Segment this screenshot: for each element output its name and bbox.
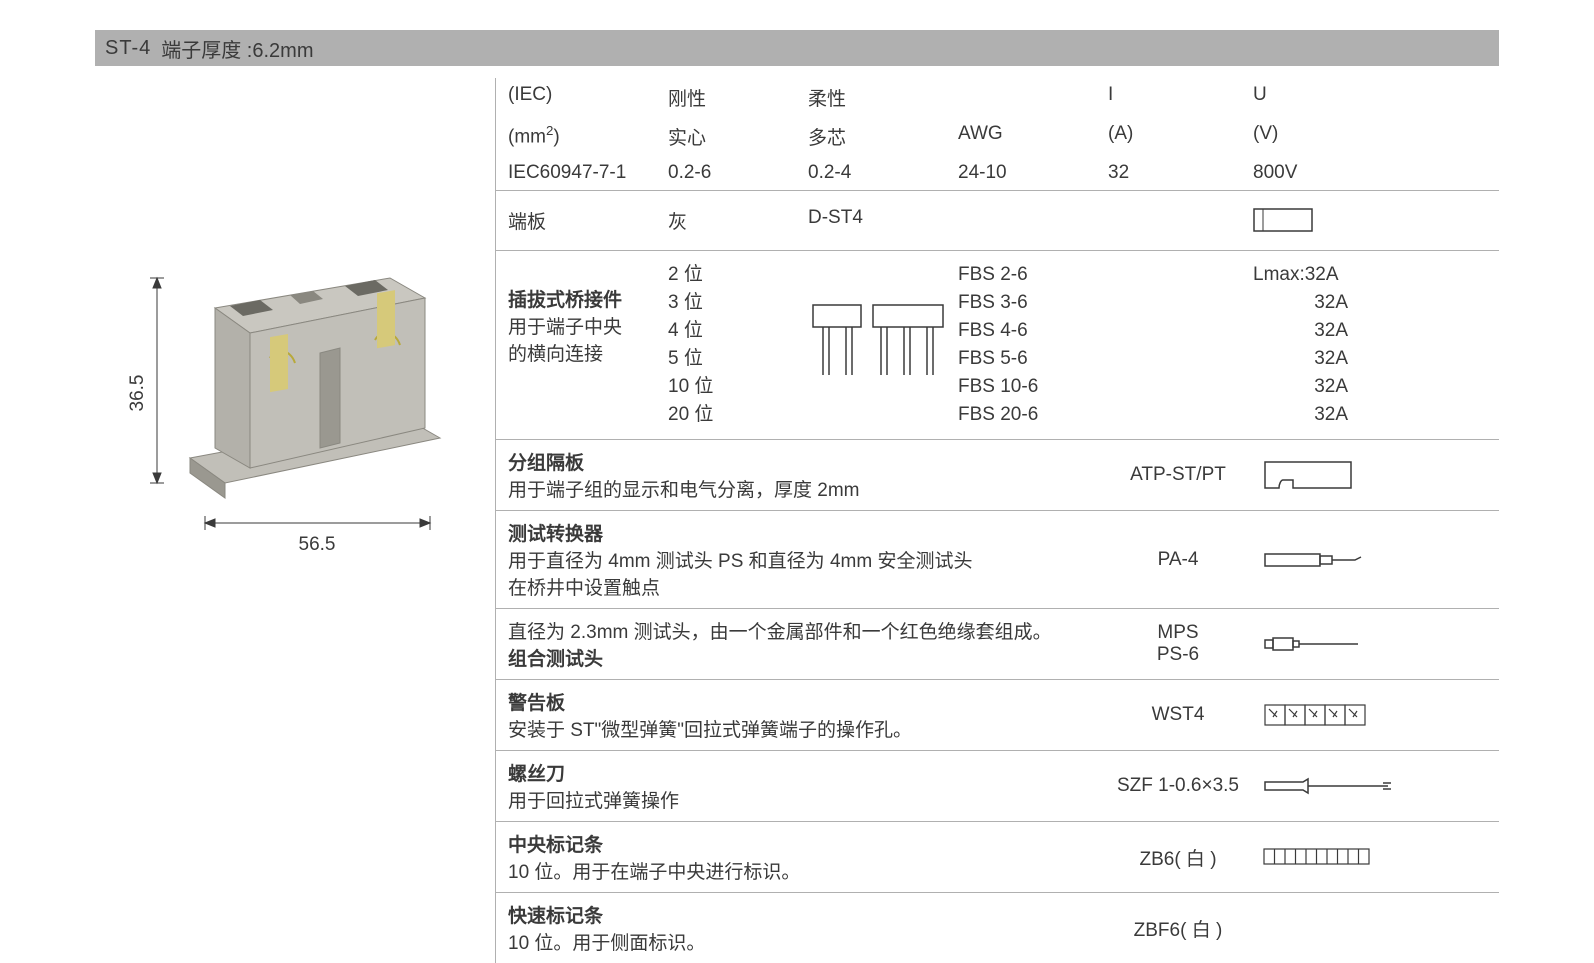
cell: 0.2-4 <box>808 162 958 184</box>
accessory-code: PA-4 <box>1103 549 1253 571</box>
cell: 24-10 <box>958 162 1108 184</box>
accessory-row-quick-marker: 快速标记条 10 位。用于侧面标识。 ZBF6( 白 ) <box>496 893 1499 963</box>
cell: U <box>1253 84 1403 111</box>
cell: D-ST4 <box>808 207 958 234</box>
terminal-block-drawing-icon: 36.5 56.5 <box>95 268 455 588</box>
accessory-row-divider: 分组隔板 用于端子组的显示和电气分离，厚度 2mm ATP-ST/PT <box>496 440 1499 511</box>
bridge-row: 插拔式桥接件 用于端子中央 的横向连接 2 位 3 位 4 位 5 位 10 位… <box>496 251 1499 440</box>
content-area: 36.5 56.5 <box>95 78 1499 963</box>
product-figure-column: 36.5 56.5 <box>95 78 485 963</box>
accessory-row-warn: 警告板 安装于 ST"微型弹簧"回拉式弹簧端子的操作孔。 WST4 <box>496 680 1499 751</box>
cell: (A) <box>1108 123 1253 150</box>
spec-column: (IEC) 刚性 柔性 I U (mm2) 实心 多芯 AWG (A) (V) … <box>495 78 1499 963</box>
cell: 端板 <box>508 207 668 234</box>
accessory-code: SZF 1-0.6×3.5 <box>1103 775 1253 797</box>
bridge-positions: 2 位 3 位 4 位 5 位 10 位 20 位 <box>668 261 808 429</box>
accessory-code: MPS PS-6 <box>1103 622 1253 666</box>
end-plate-row: 端板 灰 D-ST4 <box>496 191 1499 251</box>
warning-plate-icon <box>1253 703 1499 727</box>
test-probe-icon <box>1253 550 1499 570</box>
bridge-jumper-icon <box>808 261 958 429</box>
dim-width: 56.5 <box>299 534 336 555</box>
bridge-amps: Lmax:32A 32A 32A 32A 32A 32A <box>1253 261 1403 429</box>
product-header: ST-4 端子厚度 :6.2mm <box>95 30 1499 66</box>
cell <box>958 207 1108 234</box>
cell <box>958 84 1108 111</box>
cell: 灰 <box>668 207 808 234</box>
product-code: ST-4 <box>105 37 151 60</box>
accessory-row-screwdriver: 螺丝刀 用于回拉式弹簧操作 SZF 1-0.6×3.5 <box>496 751 1499 822</box>
accessory-row-central-marker: 中央标记条 10 位。用于在端子中央进行标识。 ZB6( 白 ) <box>496 822 1499 893</box>
accessory-code: WST4 <box>1103 704 1253 726</box>
cell: (mm2) <box>508 123 668 150</box>
cell: (V) <box>1253 123 1403 150</box>
cell <box>1108 207 1253 234</box>
accessory-code: ZB6( 白 ) <box>1103 844 1253 871</box>
cell: 柔性 <box>808 84 958 111</box>
spec-values-row: IEC60947-7-1 0.2-6 0.2-4 24-10 32 800V <box>496 156 1499 191</box>
cell: IEC60947-7-1 <box>508 162 668 184</box>
bridge-codes: FBS 2-6 FBS 3-6 FBS 4-6 FBS 5-6 FBS 10-6… <box>958 261 1253 429</box>
divider-plate-icon <box>1253 458 1499 492</box>
cell: 0.2-6 <box>668 162 808 184</box>
test-pin-icon <box>1253 636 1499 652</box>
accessory-row-testpin: 直径为 2.3mm 测试头，由一个金属部件和一个红色绝缘套组成。 组合测试头 M… <box>496 609 1499 680</box>
cell: 800V <box>1253 162 1403 184</box>
cell: 实心 <box>668 123 808 150</box>
end-plate-icon <box>1253 207 1343 234</box>
accessory-code: ATP-ST/PT <box>1103 464 1253 486</box>
cell: I <box>1108 84 1253 111</box>
accessory-code: ZBF6( 白 ) <box>1103 915 1253 942</box>
cell: 刚性 <box>668 84 808 111</box>
product-drawing: 36.5 56.5 <box>95 268 455 588</box>
cell: AWG <box>958 123 1108 150</box>
cell: 32 <box>1108 162 1253 184</box>
cell: 多芯 <box>808 123 958 150</box>
marker-strip-icon <box>1253 848 1499 866</box>
product-desc: 端子厚度 :6.2mm <box>161 34 313 63</box>
accessory-row-probe: 测试转换器 用于直径为 4mm 测试头 PS 和直径为 4mm 安全测试头 在桥… <box>496 511 1499 609</box>
bridge-label: 插拔式桥接件 用于端子中央 的横向连接 <box>508 261 668 429</box>
cell: (IEC) <box>508 84 668 111</box>
dim-height: 36.5 <box>127 375 148 412</box>
spec-header-row-1: (IEC) 刚性 柔性 I U <box>496 78 1499 117</box>
screwdriver-icon <box>1253 776 1499 796</box>
spec-header-row-2: (mm2) 实心 多芯 AWG (A) (V) <box>496 117 1499 156</box>
